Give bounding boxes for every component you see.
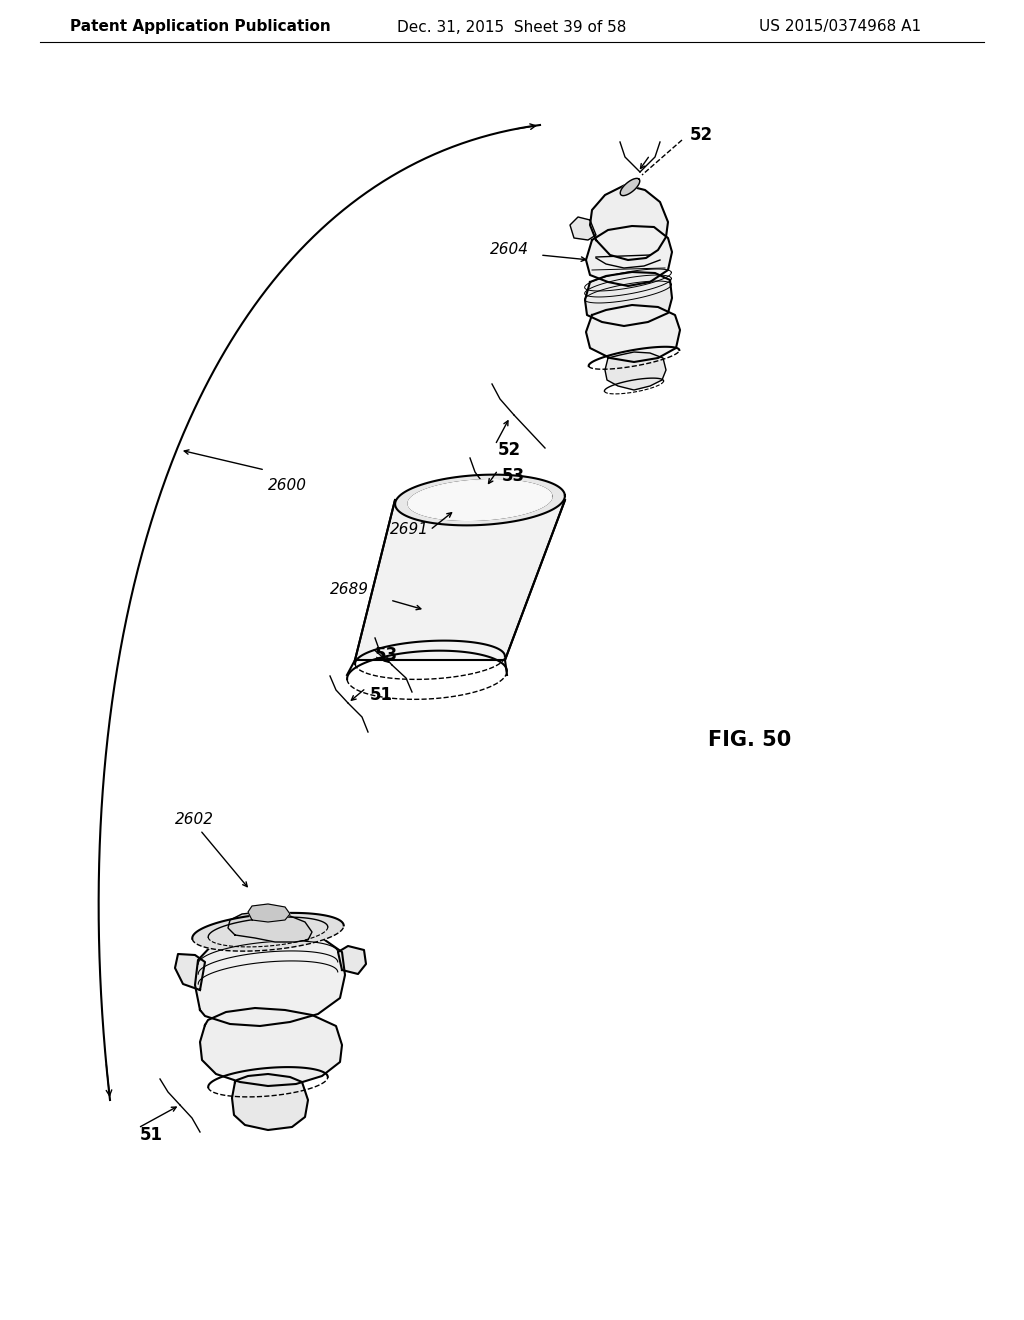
Polygon shape bbox=[590, 185, 668, 260]
Text: 52: 52 bbox=[498, 441, 521, 459]
Polygon shape bbox=[248, 904, 290, 921]
Polygon shape bbox=[570, 216, 596, 240]
Polygon shape bbox=[355, 500, 565, 660]
Polygon shape bbox=[175, 954, 205, 990]
Polygon shape bbox=[195, 928, 345, 1026]
Polygon shape bbox=[586, 226, 672, 286]
Text: 53: 53 bbox=[375, 645, 398, 664]
Text: 2602: 2602 bbox=[175, 813, 214, 828]
Text: Dec. 31, 2015  Sheet 39 of 58: Dec. 31, 2015 Sheet 39 of 58 bbox=[397, 20, 627, 34]
Text: 53: 53 bbox=[502, 467, 525, 484]
Text: 52: 52 bbox=[690, 125, 713, 144]
Polygon shape bbox=[409, 479, 552, 520]
Text: US 2015/0374968 A1: US 2015/0374968 A1 bbox=[759, 20, 921, 34]
Polygon shape bbox=[228, 911, 312, 942]
Text: 2604: 2604 bbox=[490, 243, 529, 257]
Polygon shape bbox=[232, 1074, 308, 1130]
Text: 2600: 2600 bbox=[268, 478, 307, 492]
Text: 51: 51 bbox=[140, 1126, 163, 1144]
Text: 2691: 2691 bbox=[390, 523, 429, 537]
Polygon shape bbox=[621, 178, 640, 195]
Text: 2689: 2689 bbox=[330, 582, 369, 598]
Polygon shape bbox=[395, 475, 565, 525]
Polygon shape bbox=[586, 305, 680, 362]
Text: 51: 51 bbox=[370, 686, 393, 704]
Text: Patent Application Publication: Patent Application Publication bbox=[70, 20, 331, 34]
Polygon shape bbox=[193, 913, 344, 952]
Polygon shape bbox=[200, 1008, 342, 1086]
Polygon shape bbox=[585, 272, 672, 326]
Text: FIG. 50: FIG. 50 bbox=[709, 730, 792, 750]
Polygon shape bbox=[338, 946, 366, 974]
Polygon shape bbox=[605, 352, 666, 389]
